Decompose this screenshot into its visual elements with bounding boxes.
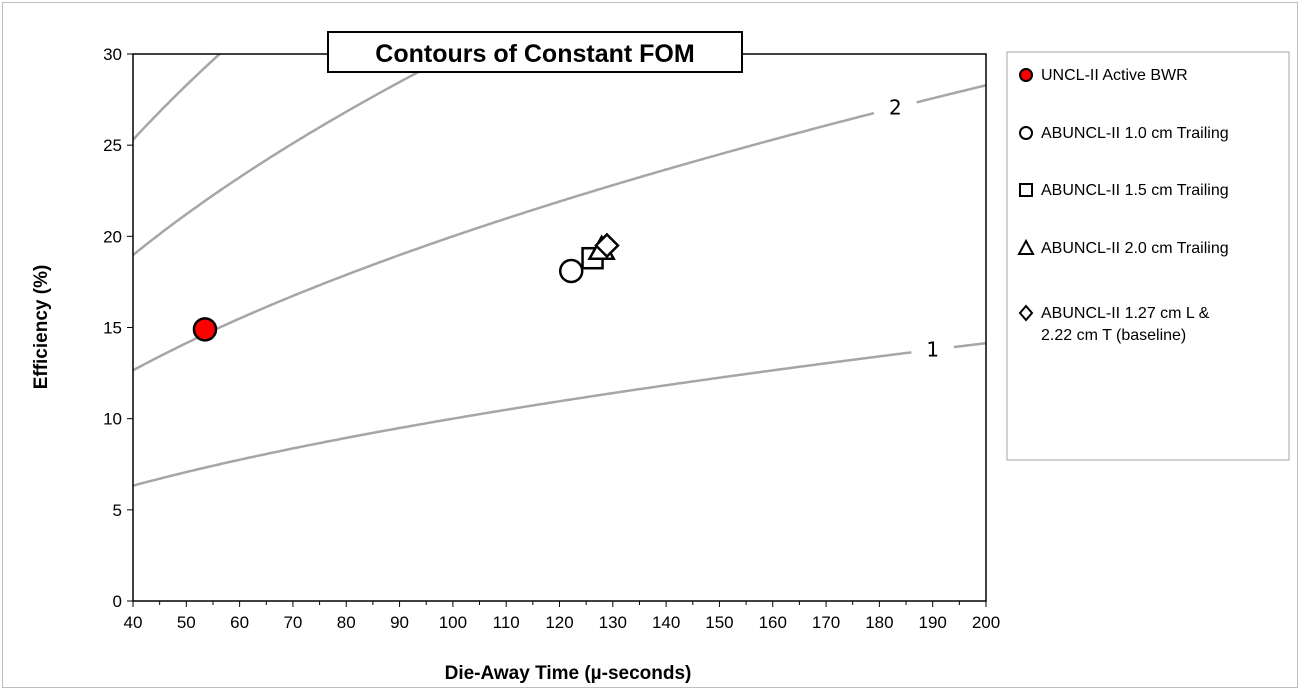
contour-label: 2 [889, 96, 902, 120]
x-tick-label: 40 [124, 613, 143, 632]
legend-marker [1019, 68, 1033, 82]
legend-label: ABUNCL-II 2.0 cm Trailing [1041, 240, 1229, 257]
y-tick-label: 20 [103, 227, 122, 246]
x-tick-label: 80 [337, 613, 356, 632]
contour-label: 1 [926, 338, 939, 362]
x-tick-label: 60 [230, 613, 249, 632]
x-tick-label: 190 [919, 613, 947, 632]
data-point [558, 258, 584, 284]
x-tick-label: 110 [493, 613, 520, 632]
x-tick-label: 100 [439, 613, 467, 632]
y-tick-label: 25 [103, 136, 122, 155]
y-tick-label: 0 [113, 592, 122, 611]
contour-line [133, 84, 986, 372]
legend-marker [1019, 126, 1033, 140]
legend-entry: ABUNCL-II 1.27 cm L & 2.22 cm T (baseline… [1018, 304, 1210, 344]
data-markers [192, 232, 620, 342]
legend-label: ABUNCL-II 1.27 cm L & 2.22 cm T (baseline… [1041, 305, 1210, 344]
y-axis: 0 5 10 15 20 25 30 [103, 45, 133, 611]
legend-box [1006, 51, 1290, 461]
x-tick-label: 120 [545, 613, 573, 632]
x-tick-label: 160 [759, 613, 787, 632]
contour-line [133, 341, 986, 487]
legend-entry: ABUNCL-II 2.0 cm Trailing [1017, 238, 1229, 257]
legend-entry: ABUNCL-II 1.5 cm Trailing [1019, 182, 1229, 199]
legend-label-line: ABUNCL-II 1.27 cm L & [1041, 305, 1210, 322]
x-tick-label: 130 [599, 613, 627, 632]
x-tick-label: 140 [652, 613, 680, 632]
legend-marker [1018, 304, 1034, 322]
x-tick-label: 70 [283, 613, 302, 632]
legend-label-line: 2.22 cm T (baseline) [1041, 327, 1186, 344]
y-tick-label: 30 [103, 45, 122, 64]
x-tick-label: 170 [812, 613, 840, 632]
legend-label: UNCL-II Active BWR [1041, 67, 1188, 84]
chart-title-box [327, 31, 743, 73]
data-point [594, 232, 620, 259]
plot-area-border [132, 53, 987, 602]
contour-line [133, 0, 986, 24]
x-axis: 40 50 60 70 80 90 100 110 120 130 140 150 160 170 180 1… [124, 601, 1000, 632]
x-tick-label: 200 [972, 613, 1000, 632]
x-tick-label: 50 [177, 613, 196, 632]
x-tick-label: 150 [705, 613, 733, 632]
y-tick-label: 5 [113, 501, 122, 520]
chart-title: Contours of Constant FOM [375, 40, 694, 68]
contour-lines [133, 0, 986, 487]
data-point [192, 317, 218, 342]
contour-line [133, 54, 456, 256]
legend-entry: UNCL-II Active BWR [1019, 67, 1188, 84]
legend-marker [1019, 183, 1033, 197]
legend-marker [1017, 238, 1035, 255]
legend-entry: ABUNCL-II 1.0 cm Trailing [1019, 125, 1229, 142]
x-tick-label: 180 [865, 613, 893, 632]
x-axis-title: Die-Away Time (µ-seconds) [445, 663, 692, 684]
legend: UNCL-II Active BWR ABUNCL-II 1.0 cm Trail… [1017, 67, 1229, 344]
y-tick-label: 15 [103, 319, 122, 338]
contour-labels: 12345C = 7 [889, 96, 939, 362]
legend-label: ABUNCL-II 1.0 cm Trailing [1041, 125, 1229, 142]
x-tick-label: 90 [390, 613, 409, 632]
legend-label: ABUNCL-II 1.5 cm Trailing [1041, 182, 1229, 199]
y-tick-label: 10 [103, 410, 122, 429]
y-axis-title: Efficiency (%) [31, 265, 52, 390]
